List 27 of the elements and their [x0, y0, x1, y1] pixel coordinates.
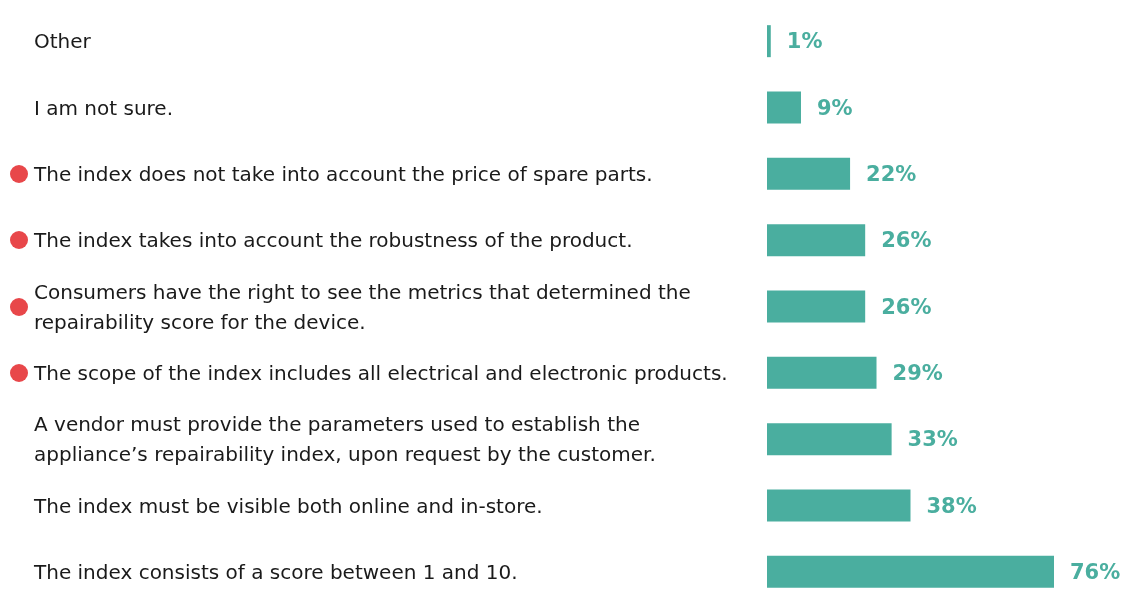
y-tick-label: The index does not take into account the price of spare parts.	[33, 161, 653, 186]
bar	[767, 423, 892, 456]
bar	[767, 290, 866, 323]
data-label: 38%	[926, 493, 977, 518]
y-tick-label: Consumers have the right to see the metrics that determined the repairability score for the device.	[34, 279, 698, 334]
y-tick-label: The index takes into account the robustness of the product.	[33, 228, 633, 253]
data-label: 29%	[892, 360, 943, 385]
data-label: 26%	[881, 294, 932, 319]
y-tick-label: A vendor must provide the parameters used to establish the appliance’s repairability index, upon request by the customer.	[34, 412, 656, 467]
y-tick-label: I am not sure.	[34, 95, 174, 120]
data-label: 26%	[881, 228, 932, 253]
bar	[767, 489, 911, 522]
y-tick-label: Other	[34, 29, 92, 54]
bar	[767, 356, 877, 389]
y-tick-label: The index consists of a score between 1 and 10.	[33, 559, 518, 584]
bar	[767, 555, 1054, 588]
bar	[767, 91, 801, 124]
bar	[767, 157, 851, 190]
data-label: 76%	[1070, 559, 1121, 584]
y-tick-label: The scope of the index includes all electrical and electronic products.	[33, 360, 728, 385]
y-tick-label: The index must be visible both online and in-store.	[33, 493, 543, 518]
bar	[767, 224, 866, 257]
bar	[767, 25, 771, 58]
data-label: 33%	[907, 427, 958, 452]
data-label: 9%	[816, 95, 853, 120]
data-label: 1%	[786, 29, 823, 54]
data-label: 22%	[866, 161, 917, 186]
